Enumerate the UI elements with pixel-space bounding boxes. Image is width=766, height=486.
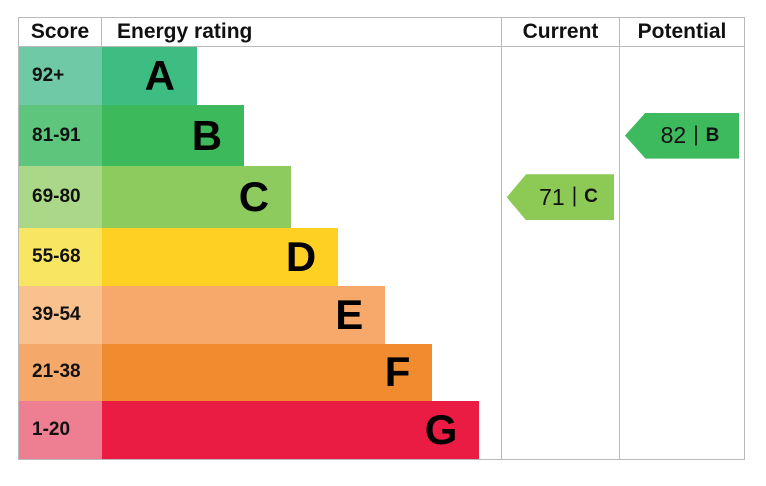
current-cell [501,401,619,460]
band-bar: F [102,343,433,402]
potential-cell [619,228,744,286]
energy-rating-cell: E [102,285,501,344]
table-header-row: Score Energy rating Current Potential [19,18,744,47]
potential-cell [619,285,744,344]
score-range-cell: 69-80 [19,166,102,229]
current-cell [501,104,619,167]
band-letter: E [335,290,364,338]
current-cell [501,228,619,286]
energy-rating-cell: F [102,343,501,402]
band-row: 81-91 B 82 | B [19,104,744,167]
band-letter: C [238,173,270,221]
potential-cell [619,401,744,460]
potential-cell [619,343,744,402]
current-cell [501,47,619,105]
score-range-cell: 92+ [19,47,102,105]
energy-rating-cell: D [102,228,501,286]
band-row: 92+ A [19,47,744,105]
band-row: 1-20 G [19,401,744,460]
score-column-header: Score [19,18,102,46]
current-cell [501,285,619,344]
epc-rating-table: Score Energy rating Current Potential 92… [18,17,745,460]
band-bar: G [102,401,480,460]
band-row: 55-68 D [19,228,744,286]
potential-column-header: Potential [619,18,744,46]
band-row: 69-80 C 71 | C [19,166,744,229]
current-cell [501,343,619,402]
band-bar: E [102,285,386,344]
score-range-cell: 21-38 [19,343,102,402]
arrow-separator: | [571,184,578,208]
band-bar: A [102,47,197,105]
band-row: 39-54 E [19,285,744,344]
energy-rating-cell: A [102,47,501,105]
energy-rating-column-header: Energy rating [117,20,253,43]
energy-rating-cell: B [102,104,501,167]
energy-rating-cell: G [102,401,501,460]
potential-cell [619,166,744,229]
band-letter: B [191,111,223,159]
band-row: 21-38 F [19,343,744,402]
potential-rating-value: 82 [660,122,687,149]
current-rating-value: 71 [539,183,565,210]
potential-rating-arrow: 82 | B [624,112,740,159]
band-letter: A [144,51,175,99]
band-bar: B [102,104,245,167]
arrow-separator: | [693,122,699,146]
energy-rating-cell: C [102,166,501,229]
current-rating-band: C [584,186,598,208]
band-bar: D [102,228,339,286]
current-cell: 71 | C [501,166,619,229]
score-range-cell: 81-91 [19,104,102,167]
band-letter: F [384,348,411,396]
potential-cell: 82 | B [619,104,744,167]
current-column-header: Current [501,18,619,46]
band-bar: C [102,166,292,229]
score-range-cell: 39-54 [19,285,102,344]
potential-rating-band: B [705,124,720,146]
potential-cell [619,47,744,105]
current-rating-arrow: 71 | C [506,174,615,221]
band-letter: D [285,233,317,281]
score-range-cell: 55-68 [19,228,102,286]
score-range-cell: 1-20 [19,401,102,460]
band-letter: G [424,406,458,454]
